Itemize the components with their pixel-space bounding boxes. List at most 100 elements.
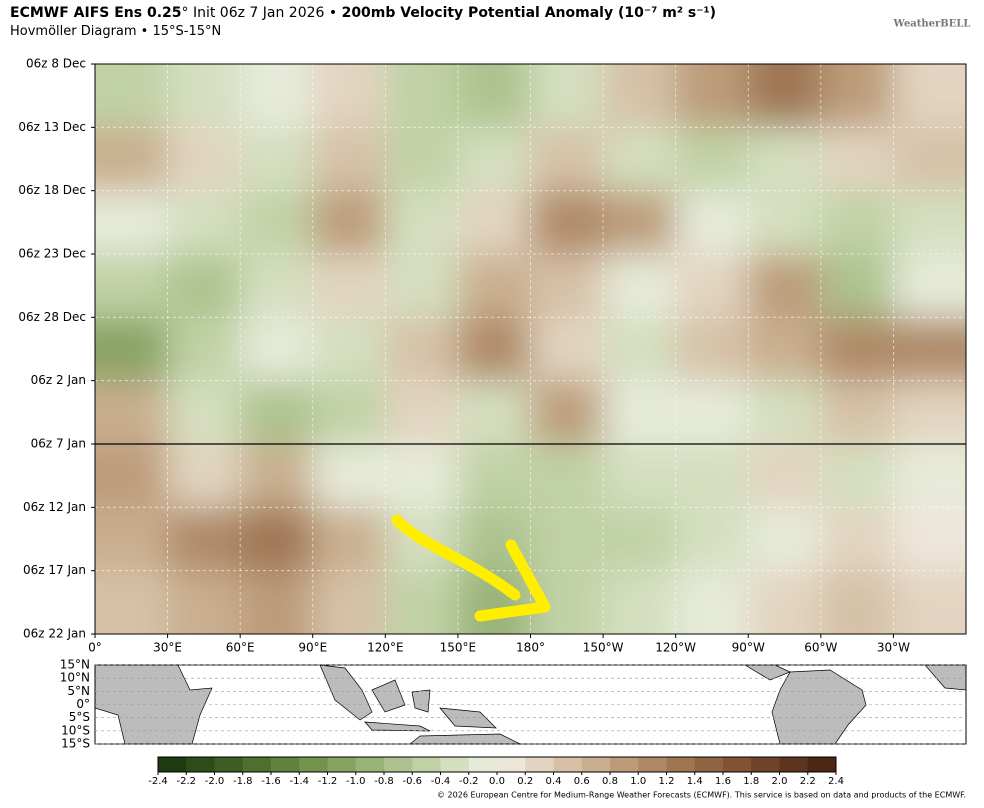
field-cell [675, 380, 749, 445]
field-cell [530, 380, 604, 445]
field-cell [820, 190, 894, 255]
field-cell [820, 64, 894, 128]
field-cell [95, 570, 169, 634]
field-cell [95, 380, 169, 445]
colorbar-swatch [694, 757, 724, 772]
colorbar-tick-label: 2.0 [772, 776, 788, 787]
field-cell [240, 64, 314, 128]
field-cell [748, 570, 822, 634]
field-cell [603, 254, 677, 318]
field-cell [893, 507, 966, 572]
y-tick-label: 06z 2 Jan [31, 373, 86, 387]
colorbar-swatch [271, 757, 300, 772]
field-cell [748, 64, 822, 128]
field-cell [385, 254, 459, 318]
field-cell [240, 254, 314, 318]
colorbar-tick-label: 0.2 [517, 776, 533, 787]
map-lat-label: 0° [76, 697, 90, 711]
field-cell [675, 190, 749, 255]
y-tick-label: 06z 17 Jan [23, 563, 86, 577]
colorbar-swatch [751, 757, 780, 772]
colorbar-swatch [610, 757, 639, 772]
field-cell [893, 317, 966, 382]
field-cell [748, 127, 822, 192]
x-tick-label: 0° [88, 641, 102, 655]
field-cell [603, 317, 677, 382]
colorbar-tick-label: 0.6 [574, 776, 590, 787]
colorbar-tick-label: 1.8 [743, 776, 759, 787]
field-cell [167, 254, 241, 318]
colorbar-tick-label: 0.0 [489, 776, 505, 787]
field-cell [820, 507, 894, 572]
colorbar-swatch [525, 757, 554, 772]
field-cell [675, 64, 749, 128]
x-tick-label: 120°W [655, 641, 696, 655]
y-tick-label: 06z 28 Dec [18, 310, 86, 324]
field-cell [385, 64, 459, 128]
field-cell [748, 444, 822, 508]
x-tick-label: 90°W [732, 641, 765, 655]
colorbar-tick-label: 0.8 [602, 776, 618, 787]
field-cell [675, 254, 749, 318]
south-america [771, 669, 867, 745]
x-tick-label: 90°E [298, 641, 327, 655]
field-cell [530, 317, 604, 382]
field-cell [167, 64, 241, 128]
field-cell [748, 380, 822, 445]
field-cell [820, 444, 894, 508]
field-cell [457, 380, 531, 445]
map-lat-label: 5°S [69, 710, 90, 724]
field-cell [748, 190, 822, 255]
colorbar-swatch [158, 757, 187, 772]
colorbar-swatch [384, 757, 413, 772]
field-cell [95, 507, 169, 572]
colorbar-tick-label: -0.4 [431, 776, 451, 787]
field-cell [530, 190, 604, 255]
colorbar-tick-label: -2.0 [205, 776, 225, 787]
new-guinea [439, 707, 497, 729]
x-tick-label: 150°E [440, 641, 477, 655]
field-cell [312, 570, 386, 634]
colorbar-tick-label: -1.0 [346, 776, 366, 787]
y-tick-label: 06z 22 Jan [23, 627, 86, 641]
field-cell [95, 127, 169, 192]
colorbar-swatch [666, 757, 696, 772]
field-cell [385, 380, 459, 445]
field-cell [312, 507, 386, 572]
field-cell [893, 380, 966, 445]
field-cell [240, 507, 314, 572]
field-cell [457, 317, 531, 382]
colorbar-swatch [327, 757, 357, 772]
field-cell [675, 444, 749, 508]
x-tick-label: 180° [516, 641, 545, 655]
field-cell [385, 444, 459, 508]
sulawesi [411, 689, 431, 713]
field-cell [240, 317, 314, 382]
colorbar-tick-label: -1.8 [233, 776, 253, 787]
colorbar-tick-label: -0.2 [459, 776, 479, 787]
colorbar-tick-label: 1.4 [687, 776, 703, 787]
field-cell [893, 64, 966, 128]
colorbar-swatch [779, 757, 809, 772]
field-cell [603, 190, 677, 255]
australia [409, 733, 521, 745]
field-cell [167, 507, 241, 572]
field-cell [385, 127, 459, 192]
colorbar-swatch [412, 757, 441, 772]
x-tick-label: 60°E [226, 641, 255, 655]
field-cell [95, 444, 169, 508]
field-cell [95, 190, 169, 255]
colorbar-tick-label: 2.4 [828, 776, 844, 787]
field-cell [530, 444, 604, 508]
field-cell [240, 127, 314, 192]
plot-frame [94, 63, 967, 635]
field-cell [893, 444, 966, 508]
field-cell [312, 380, 386, 445]
colorbar-swatch [553, 757, 583, 772]
field-cell [240, 570, 314, 634]
colorbar-tick-label: 1.2 [659, 776, 675, 787]
field-cell [748, 317, 822, 382]
title-part: ° Init 06z 7 Jan 2026 • [181, 5, 342, 21]
colorbar-tick-label: -1.6 [261, 776, 281, 787]
